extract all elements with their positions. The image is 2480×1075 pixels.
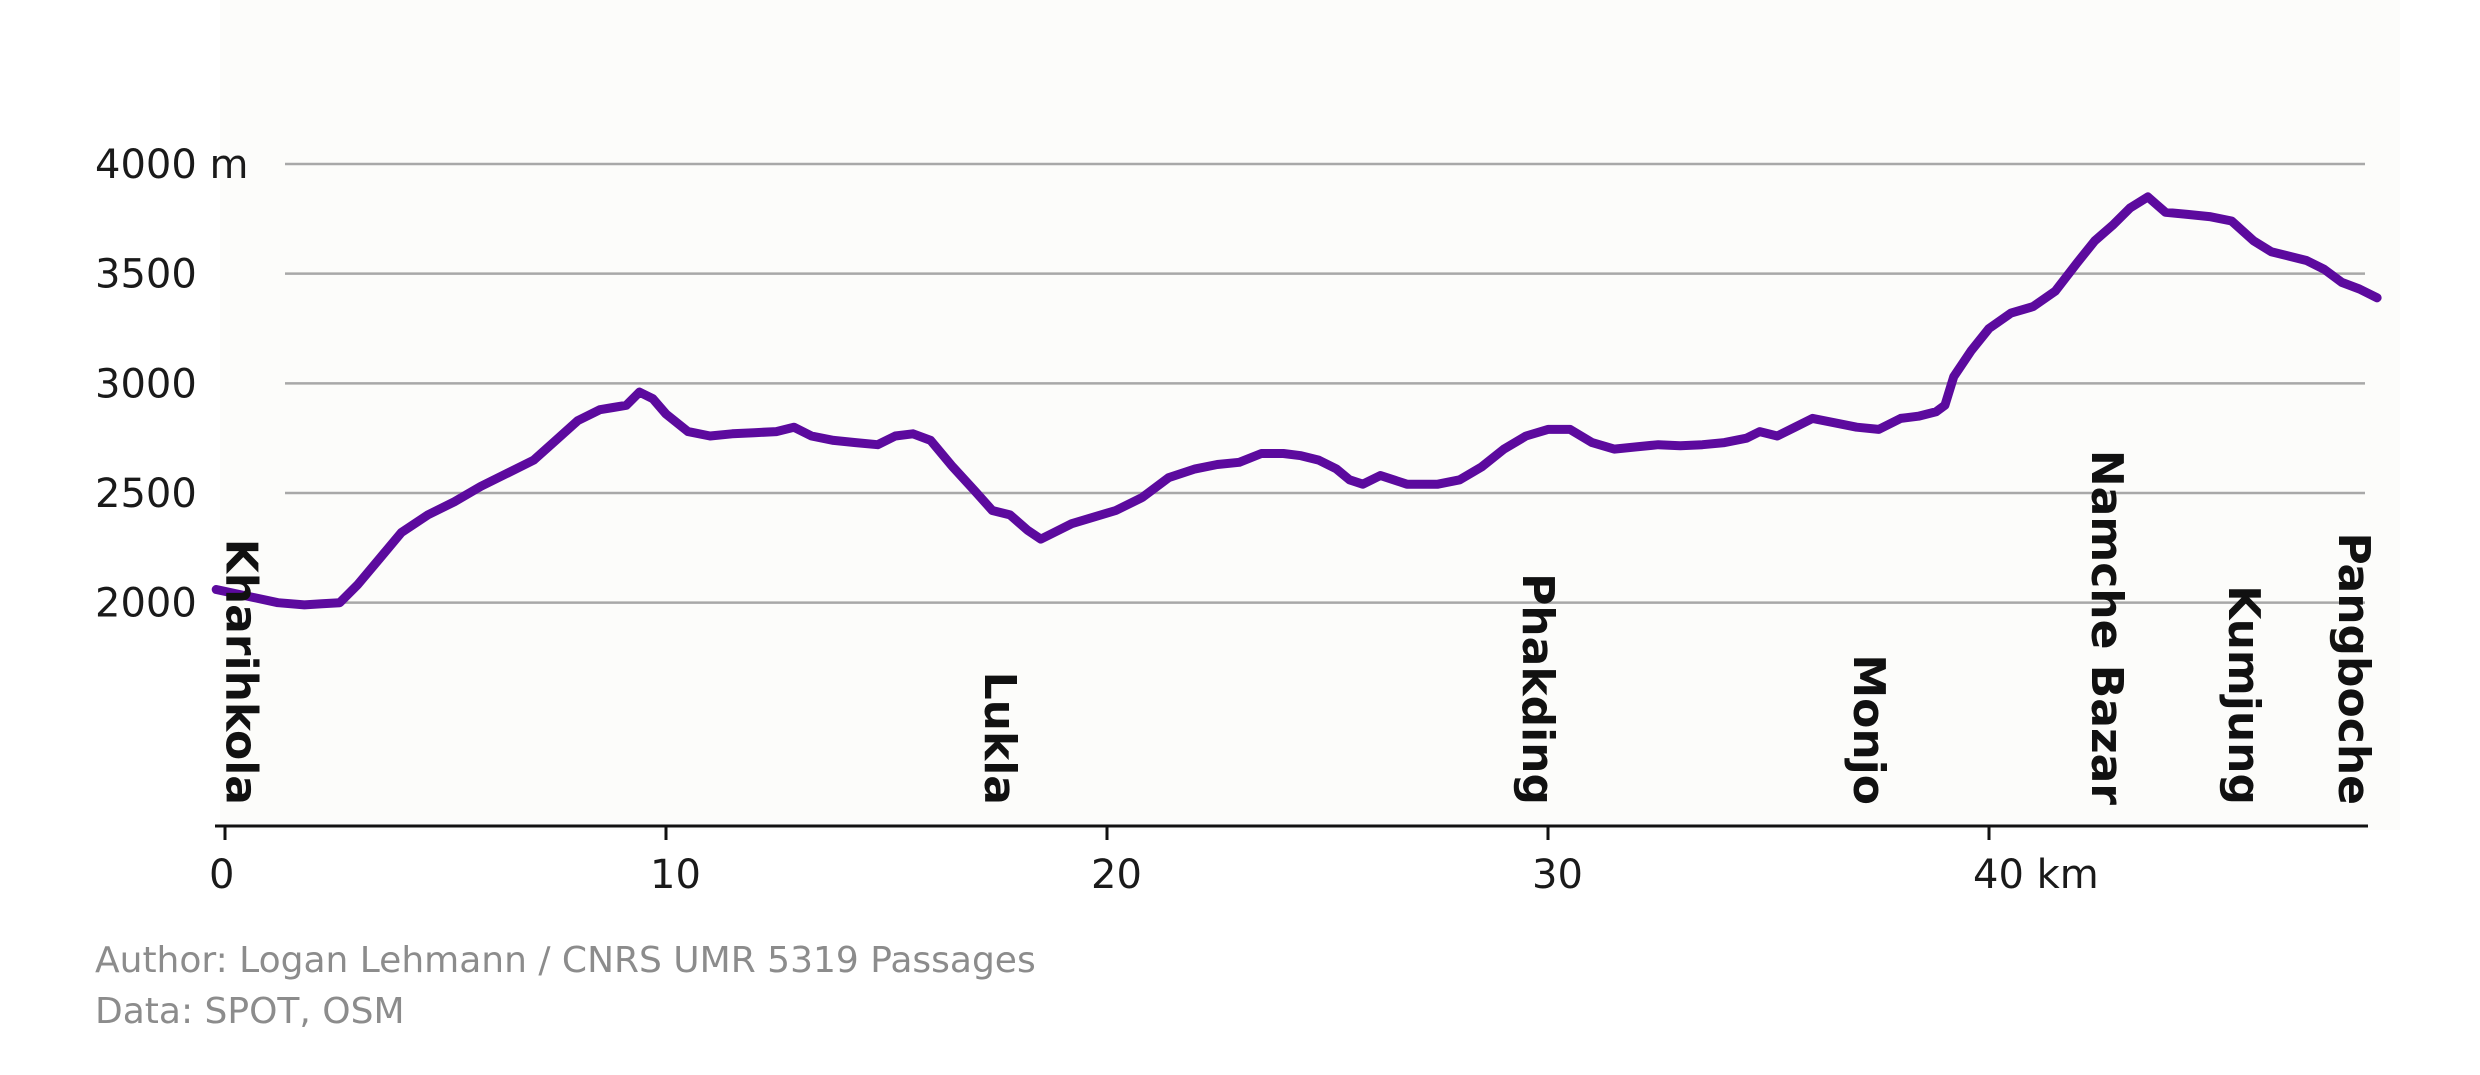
place-label-kumjung: Kumjung	[2218, 585, 2269, 805]
y-axis-tick-labels: 2000 2500 3000 3500 4000 m	[95, 142, 248, 627]
y-tick-label-2000: 2000	[95, 581, 197, 627]
place-label-kharihkola: Kharihkola	[216, 539, 267, 805]
elevation-line	[211, 192, 2382, 610]
plot-background	[220, 0, 2400, 830]
place-label-phakding: Phakding	[1512, 573, 1563, 805]
x-tick-label-30: 30	[1532, 852, 1583, 898]
x-axis: 0 10 20 30 40 km	[209, 824, 2368, 898]
x-tick-label-40: 40 km	[1973, 852, 2099, 898]
y-tick-label-3000: 3000	[95, 361, 197, 407]
y-tick-label-4000: 4000 m	[95, 142, 248, 188]
y-tick-label-3500: 3500	[95, 252, 197, 298]
x-tick-label-10: 10	[650, 852, 701, 898]
place-label-namche-bazar: Namche Bazar	[2081, 450, 2132, 805]
place-label-lukla: Lukla	[974, 672, 1025, 805]
series-layer	[211, 192, 2382, 610]
x-tick-label-0: 0	[209, 852, 234, 898]
place-label-pangboche: Pangboche	[2328, 532, 2379, 805]
grid-lines	[285, 162, 2365, 604]
credits: Author: Logan Lehmann / CNRS UMR 5319 Pa…	[95, 935, 1036, 1037]
author-credit: Author: Logan Lehmann / CNRS UMR 5319 Pa…	[95, 940, 1036, 981]
data-source-credit: Data: SPOT, OSM	[95, 991, 405, 1032]
y-tick-label-2500: 2500	[95, 471, 197, 517]
place-label-monjo: Monjo	[1843, 654, 1894, 805]
x-tick-label-20: 20	[1091, 852, 1142, 898]
place-labels: Kharihkola Lukla Phakding Monjo Namche Bazar…	[216, 450, 2379, 805]
